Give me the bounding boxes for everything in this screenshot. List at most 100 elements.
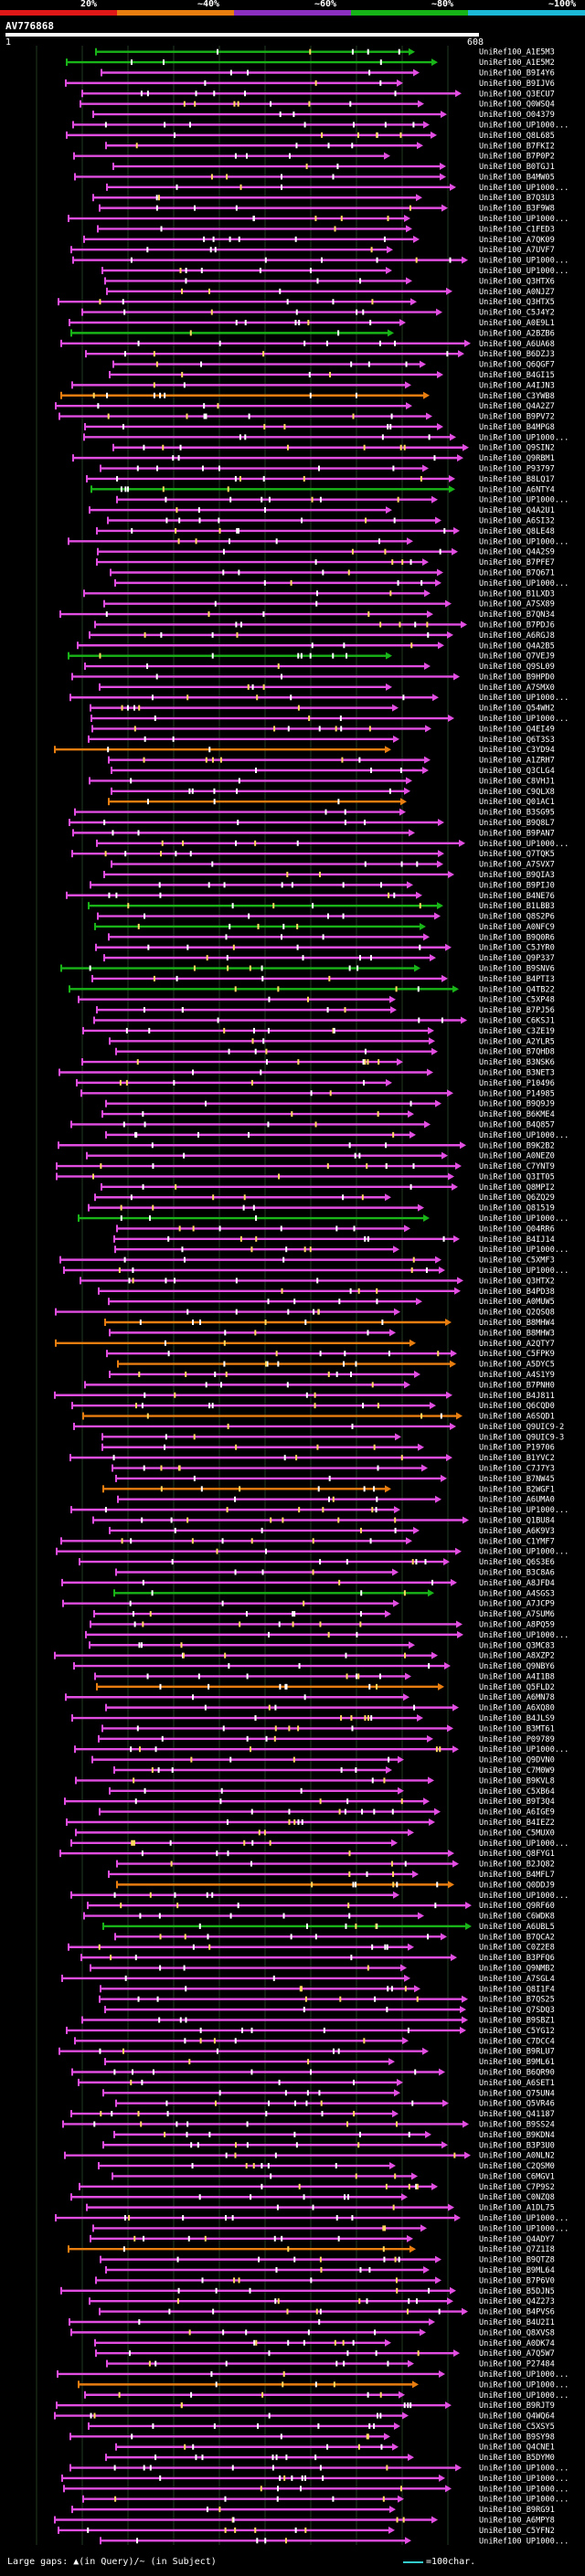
hit-row[interactable]: UniRef100_UP1000... xyxy=(70,1891,569,1901)
hit-label[interactable]: UniRef100_UP1000... xyxy=(479,215,569,224)
hit-label[interactable]: UniRef100_A0NFC9 xyxy=(479,923,555,932)
hit-row[interactable]: UniRef100_B7PNH0 xyxy=(84,1381,555,1390)
hit-row[interactable]: UniRef100_Q9NMB2 xyxy=(90,1964,555,1974)
hit-row[interactable]: UniRef100_Q4ADY7 xyxy=(90,2234,555,2244)
hit-row[interactable]: UniRef100_A6IGE9 xyxy=(99,1807,555,1818)
hit-label[interactable]: UniRef100_C3ZE19 xyxy=(479,1027,555,1036)
hit-label[interactable]: UniRef100_B9IJV6 xyxy=(479,80,555,89)
hit-label[interactable]: UniRef100_UP1000... xyxy=(479,2224,569,2233)
hit-row[interactable]: UniRef100_A6XQ80 xyxy=(105,1703,555,1713)
hit-label[interactable]: UniRef100_B3PFQ6 xyxy=(479,1954,555,1963)
hit-row[interactable]: UniRef100_Q41187 xyxy=(70,2110,555,2119)
hit-label[interactable]: UniRef100_Q8MPI2 xyxy=(479,1183,555,1193)
hit-row[interactable]: UniRef100_A6RGJ8 xyxy=(89,631,555,641)
hit-label[interactable]: UniRef100_B7PNH0 xyxy=(479,1381,555,1390)
hit-label[interactable]: UniRef100_B2JQ82 xyxy=(479,1860,555,1870)
hit-row[interactable]: UniRef100_Q4A2Z7 xyxy=(55,402,555,411)
hit-row[interactable]: UniRef100_A2QTY7 xyxy=(55,1339,555,1349)
hit-label[interactable]: UniRef100_Q8I1F4 xyxy=(479,1985,555,1994)
hit-label[interactable]: UniRef100_C5MUX0 xyxy=(479,1829,555,1838)
hit-row[interactable]: UniRef100_B7QCA2 xyxy=(114,1933,555,1942)
hit-label[interactable]: UniRef100_UP1000... xyxy=(479,2475,569,2484)
hit-label[interactable]: UniRef100_UP1000... xyxy=(479,537,569,546)
hit-label[interactable]: UniRef100_A7SMX0 xyxy=(479,684,555,693)
hit-row[interactable]: UniRef100_A0MUW5 xyxy=(108,1298,555,1307)
hit-row[interactable]: UniRef100_Q9SIN2 xyxy=(112,443,555,453)
hit-row[interactable]: UniRef100_B9ML64 xyxy=(105,2266,555,2275)
hit-row[interactable]: UniRef100_C5XSY5 xyxy=(88,2422,555,2432)
hit-label[interactable]: UniRef100_B1LBB3 xyxy=(479,902,555,911)
hit-label[interactable]: UniRef100_B9Q9J9 xyxy=(479,1100,555,1109)
hit-row[interactable]: UniRef100_C7YNT9 xyxy=(56,1162,555,1171)
hit-label[interactable]: UniRef100_B9RJT9 xyxy=(479,2401,555,2411)
hit-label[interactable]: UniRef100_UP1000... xyxy=(479,1839,569,1849)
hit-label[interactable]: UniRef100_B4U2I1 xyxy=(479,2318,555,2327)
hit-row[interactable]: UniRef100_UP1000... xyxy=(69,2464,569,2474)
hit-label[interactable]: UniRef100_UP1000... xyxy=(479,1214,569,1224)
hit-label[interactable]: UniRef100_B7QHD8 xyxy=(479,1048,555,1057)
hit-row[interactable]: UniRef100_A6NTY4 xyxy=(90,485,555,494)
hit-row[interactable]: UniRef100_Q3HTX2 xyxy=(80,1277,555,1286)
hit-row[interactable]: UniRef100_C8VHJ1 xyxy=(89,777,555,786)
hit-label[interactable]: UniRef100_B9SY98 xyxy=(479,2433,555,2442)
hit-label[interactable]: UniRef100_A4IJN3 xyxy=(479,381,555,390)
hit-row[interactable]: UniRef100_B4J811 xyxy=(54,1391,555,1401)
hit-label[interactable]: UniRef100_B7PDJ6 xyxy=(479,620,555,630)
hit-row[interactable]: UniRef100_B9T3Q4 xyxy=(64,1797,555,1807)
hit-label[interactable]: UniRef100_UP1000... xyxy=(479,579,569,588)
hit-label[interactable]: UniRef100_B9KVL8 xyxy=(479,1776,555,1786)
hit-label[interactable]: UniRef100_Q9RF60 xyxy=(479,1902,555,1911)
hit-row[interactable]: UniRef100_A7SMX0 xyxy=(99,683,555,693)
hit-label[interactable]: UniRef100_Q3IT05 xyxy=(479,1172,555,1182)
hit-label[interactable]: UniRef100_A8XZP2 xyxy=(479,1652,555,1661)
hit-row[interactable]: UniRef100_C7DCC4 xyxy=(74,2037,555,2046)
hit-row[interactable]: UniRef100_B7PDJ6 xyxy=(94,620,555,630)
hit-label[interactable]: UniRef100_A7JCP9 xyxy=(479,1600,555,1609)
hit-label[interactable]: UniRef100_B9T3Q4 xyxy=(479,1797,555,1807)
hit-label[interactable]: UniRef100_C7J7Y3 xyxy=(479,1465,555,1474)
hit-row[interactable]: UniRef100_Q81519 xyxy=(88,1203,555,1214)
hit-row[interactable]: UniRef100_C1YMF7 xyxy=(60,1537,555,1546)
hit-row[interactable]: UniRef100_P93797 xyxy=(100,464,555,474)
hit-row[interactable]: UniRef100_B9PIJ0 xyxy=(90,881,555,890)
hit-label[interactable]: UniRef100_B9PAN7 xyxy=(479,829,555,838)
hit-label[interactable]: UniRef100_P27484 xyxy=(479,2360,555,2369)
hit-label[interactable]: UniRef100_B4IEZ2 xyxy=(479,1818,555,1828)
hit-row[interactable]: UniRef100_A6UBL5 xyxy=(102,1922,555,1932)
hit-row[interactable]: UniRef100_B9HPD0 xyxy=(71,673,555,682)
hit-row[interactable]: UniRef100_B9PV72 xyxy=(58,412,555,422)
hit-label[interactable]: UniRef100_Q8L685 xyxy=(479,132,555,141)
hit-label[interactable]: UniRef100_Q7VEJ9 xyxy=(479,652,555,662)
hit-row[interactable]: UniRef100_C5JYR0 xyxy=(95,943,555,953)
hit-label[interactable]: UniRef100_Q3HTX5 xyxy=(479,298,555,307)
hit-row[interactable]: UniRef100_C5FPK9 xyxy=(106,1350,555,1359)
hit-label[interactable]: UniRef100_C5XSY5 xyxy=(479,2422,555,2432)
hit-label[interactable]: UniRef100_B3SG95 xyxy=(479,809,555,818)
hit-row[interactable]: UniRef100_Q6T3S3 xyxy=(88,735,555,745)
hit-label[interactable]: UniRef100_Q3CLG4 xyxy=(479,767,555,776)
hit-row[interactable]: UniRef100_B5DJN5 xyxy=(60,2286,555,2296)
hit-label[interactable]: UniRef100_Q3HTX2 xyxy=(479,1277,555,1286)
hit-label[interactable]: UniRef100_Q6CQD0 xyxy=(479,1402,555,1411)
hit-label[interactable]: UniRef100_A6SI32 xyxy=(479,517,555,526)
hit-label[interactable]: UniRef100_B3NSK6 xyxy=(479,1058,555,1067)
hit-label[interactable]: UniRef100_UP1000... xyxy=(479,2496,569,2505)
hit-label[interactable]: UniRef100_B7QCA2 xyxy=(479,1933,555,1942)
hit-label[interactable]: UniRef100_C7YNT9 xyxy=(479,1162,555,1171)
hit-label[interactable]: UniRef100_Q81519 xyxy=(479,1204,555,1214)
hit-row[interactable]: UniRef100_A1ZRH7 xyxy=(108,756,555,766)
hit-label[interactable]: UniRef100_UP1000... xyxy=(479,1267,569,1276)
hit-row[interactable]: UniRef100_Q75UN4 xyxy=(102,2089,555,2098)
hit-row[interactable]: UniRef100_C5XB64 xyxy=(109,1786,555,1797)
hit-label[interactable]: UniRef100_C1FED3 xyxy=(479,225,555,234)
hit-label[interactable]: UniRef100_UP1000... xyxy=(479,1548,569,1557)
hit-row[interactable]: UniRef100_B3P3U0 xyxy=(102,2141,555,2150)
hit-row[interactable]: UniRef100_P19706 xyxy=(101,1443,555,1453)
hit-label[interactable]: UniRef100_Q5FLD2 xyxy=(479,1683,555,1692)
hit-label[interactable]: UniRef100_O04379 xyxy=(479,111,555,120)
hit-row[interactable]: UniRef100_B7Q3U3 xyxy=(92,194,555,203)
hit-row[interactable]: UniRef100_A0NJZ7 xyxy=(106,287,555,297)
hit-row[interactable]: UniRef100_UP1000... xyxy=(114,578,569,588)
hit-label[interactable]: UniRef100_B4MW05 xyxy=(479,173,555,182)
hit-row[interactable]: UniRef100_B1LBB3 xyxy=(88,902,555,911)
